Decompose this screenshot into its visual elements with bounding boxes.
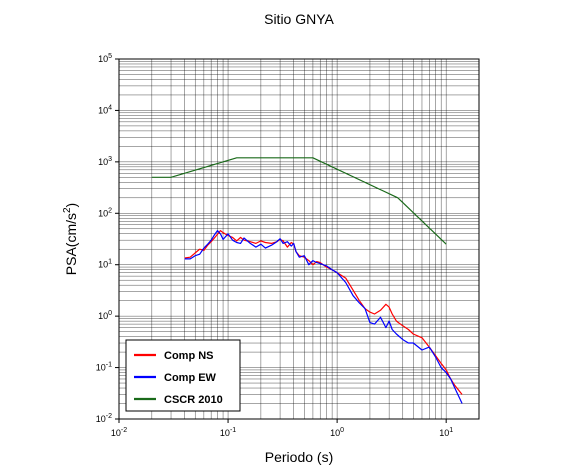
y-tick-label: 10-2: [96, 413, 112, 424]
y-tick-label: 100: [98, 310, 112, 321]
plot-frame: [118, 58, 480, 420]
x-tick-label: 10-2: [111, 427, 127, 438]
y-tick-label: 105: [98, 53, 112, 64]
x-axis-label: Periodo (s): [265, 449, 333, 465]
y-tick-label: 10-1: [96, 362, 112, 373]
legend-label: Comp EW: [164, 372, 217, 384]
grid: [118, 58, 480, 420]
legend-label: CSCR 2010: [164, 394, 223, 406]
y-tick-label: 103: [98, 156, 112, 167]
series-line-comp-ew: [184, 230, 463, 404]
x-tick-label: 100: [330, 427, 344, 438]
axis-ticks: 10-2 10-1 100 101 10-2 10-1 100 101 102 103 104 105: [96, 53, 453, 438]
legend-label: Comp NS: [164, 350, 214, 362]
y-tick-label: 102: [98, 207, 112, 218]
x-tick-label: 10-1: [220, 427, 236, 438]
x-tick-label: 101: [439, 427, 453, 438]
y-axis-label: PSA(cm/s2): [62, 203, 79, 275]
series-line-comp-ns: [184, 230, 463, 395]
series-line-cscr-2010: [151, 157, 447, 245]
legend: Comp NS Comp EW CSCR 2010: [125, 339, 241, 412]
series-lines: [151, 157, 463, 404]
y-tick-label: 101: [98, 259, 112, 270]
y-tick-label: 104: [98, 104, 112, 115]
chart-title: Sitio GNYA: [264, 11, 334, 27]
